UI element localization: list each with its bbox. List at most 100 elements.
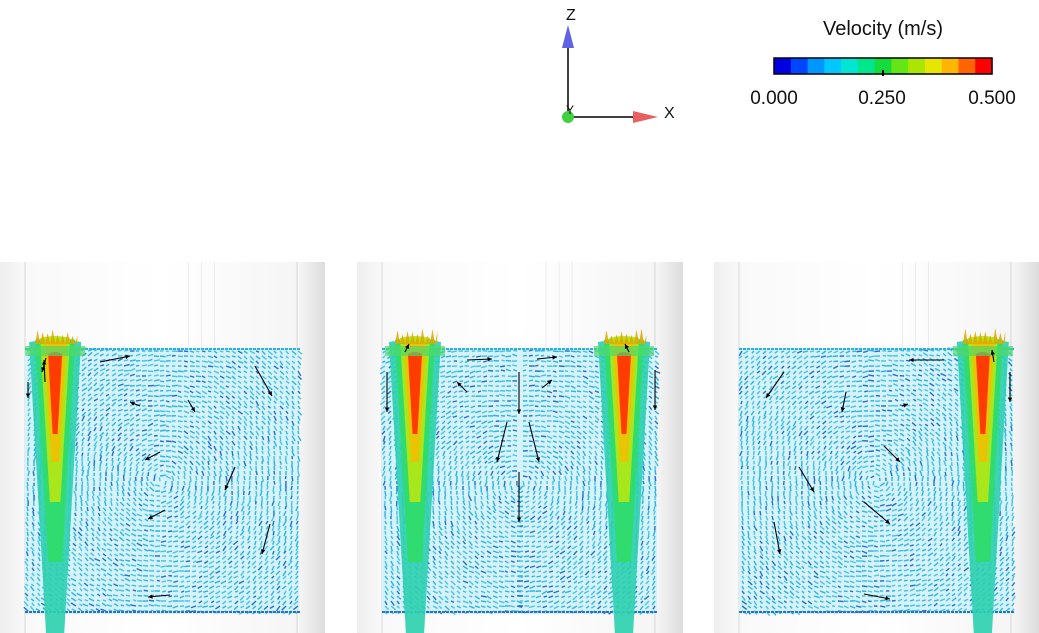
velocity-vector	[81, 446, 84, 452]
velocity-vector	[207, 440, 212, 447]
velocity-vector	[652, 590, 656, 594]
velocity-vector	[450, 500, 453, 506]
velocity-vector	[263, 605, 269, 611]
velocity-vector	[528, 395, 534, 398]
velocity-vector	[652, 560, 656, 565]
velocity-vector	[447, 390, 452, 394]
velocity-vector	[178, 535, 185, 539]
velocity-vector	[265, 510, 269, 516]
velocity-vector	[570, 395, 576, 398]
velocity-vector	[492, 535, 498, 539]
velocity-vector	[31, 602, 35, 607]
velocity-vector	[79, 588, 83, 592]
velocity-vector	[283, 555, 287, 560]
velocity-vector	[198, 500, 203, 506]
colorbar-segment	[874, 58, 892, 74]
velocity-vector	[249, 365, 254, 370]
velocity-vector	[204, 530, 209, 534]
velocity-vector	[275, 540, 281, 546]
velocity-vector	[570, 455, 575, 460]
velocity-vector	[159, 469, 164, 472]
velocity-vector	[513, 434, 518, 437]
velocity-vector	[574, 500, 578, 506]
velocity-vector	[117, 379, 124, 382]
velocity-vector	[653, 535, 656, 540]
velocity-vector	[498, 500, 503, 504]
velocity-vector	[91, 532, 95, 537]
velocity-vector	[165, 435, 170, 438]
velocity-vector	[101, 521, 107, 527]
velocity-vector	[228, 545, 233, 550]
velocity-vector	[459, 450, 464, 455]
velocity-vector	[180, 565, 185, 569]
velocity-vector	[477, 470, 482, 476]
velocity-vector	[486, 595, 492, 600]
velocity-vector	[165, 455, 172, 459]
velocity-vector	[384, 580, 388, 585]
velocity-vector	[548, 600, 554, 604]
velocity-vector	[26, 506, 29, 512]
velocity-vector	[538, 485, 542, 491]
velocity-vector	[129, 413, 134, 417]
velocity-vector	[510, 595, 515, 598]
velocity-vector	[538, 495, 542, 500]
velocity-vector	[603, 530, 608, 536]
velocity-vector	[486, 585, 491, 588]
velocity-vector	[246, 555, 251, 560]
velocity-vector	[170, 485, 173, 492]
velocity-vector	[469, 370, 476, 374]
velocity-vector	[186, 535, 191, 539]
velocity-vector	[594, 450, 598, 456]
velocity-vector	[93, 441, 98, 447]
velocity-vector	[291, 360, 296, 364]
velocity-vector	[222, 575, 227, 578]
velocity-vector	[219, 415, 224, 420]
velocity-vector	[246, 570, 251, 574]
velocity-vector	[285, 380, 290, 385]
velocity-vector	[594, 405, 600, 410]
velocity-vector	[195, 410, 201, 414]
velocity-vector	[153, 419, 159, 422]
velocity-vector	[552, 410, 558, 414]
velocity-vector	[585, 545, 590, 549]
velocity-vector	[209, 535, 215, 540]
velocity-vector	[387, 410, 392, 415]
velocity-vector	[568, 515, 572, 521]
velocity-vector	[492, 560, 498, 563]
velocity-vector	[297, 380, 301, 386]
velocity-vector	[164, 480, 167, 485]
velocity-vector	[289, 565, 293, 570]
velocity-vector	[476, 435, 482, 439]
velocity-vector	[202, 605, 209, 609]
velocity-vector	[105, 387, 111, 392]
velocity-vector	[582, 420, 587, 423]
velocity-vector	[593, 500, 596, 506]
velocity-vector	[438, 520, 441, 526]
velocity-vector	[438, 600, 442, 604]
velocity-vector	[198, 530, 203, 535]
velocity-vector	[450, 555, 454, 559]
velocity-vector	[187, 495, 191, 500]
arrowhead	[261, 549, 266, 554]
velocity-vector	[103, 491, 107, 497]
velocity-vector	[480, 510, 485, 517]
velocity-vector	[500, 450, 506, 453]
velocity-vector	[540, 365, 545, 368]
velocity-vector	[202, 570, 209, 574]
velocity-vector	[499, 350, 506, 353]
velocity-vector	[31, 558, 35, 562]
velocity-vector	[30, 583, 35, 587]
velocity-vector	[132, 599, 137, 602]
velocity-vector	[87, 426, 91, 432]
velocity-vector	[111, 378, 117, 382]
velocity-vector	[604, 575, 608, 580]
velocity-vector	[123, 388, 129, 392]
velocity-vector	[587, 495, 590, 501]
velocity-vector	[552, 405, 559, 408]
velocity-vector	[285, 400, 290, 406]
velocity-vector	[105, 432, 109, 437]
velocity-vector	[219, 375, 225, 380]
velocity-vector	[448, 430, 452, 434]
velocity-vector	[195, 390, 202, 395]
velocity-vector	[37, 531, 41, 537]
